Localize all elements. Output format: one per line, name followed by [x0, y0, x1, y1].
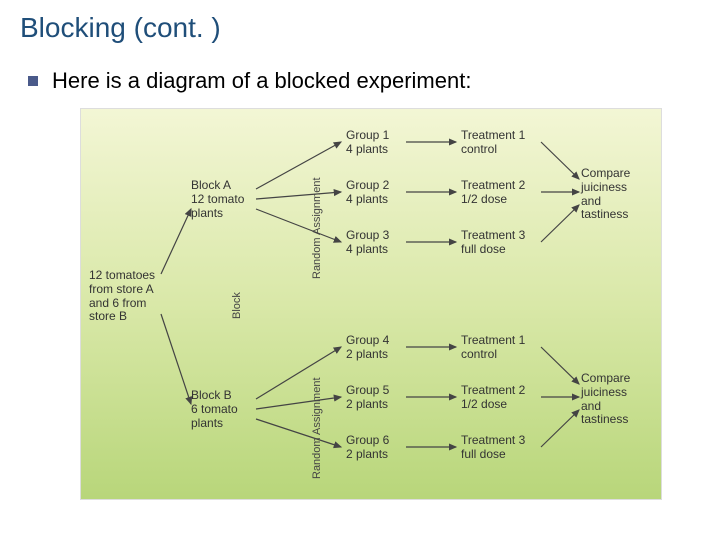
diagram-node-t3b: Treatment 3 full dose: [461, 434, 525, 462]
diagram-node-blockA: Block A 12 tomato plants: [191, 179, 244, 220]
diagram-node-blockB: Block B 6 tomato plants: [191, 389, 238, 430]
diagram-node-compA: Compare juiciness and tastiness: [581, 167, 630, 222]
arrow-line: [161, 314, 191, 404]
arrow-line: [256, 142, 341, 189]
slide-title: Blocking (cont. ): [20, 12, 221, 44]
diagram-node-t1b: Treatment 1 control: [461, 334, 525, 362]
diagram-node-compB: Compare juiciness and tastiness: [581, 372, 630, 427]
diagram-node-g2: Group 2 4 plants: [346, 179, 389, 207]
arrow-line: [161, 209, 191, 274]
diagram-node-t2a: Treatment 2 1/2 dose: [461, 179, 525, 207]
bullet-text: Here is a diagram of a blocked experimen…: [52, 68, 471, 94]
vertical-label: Block: [231, 292, 243, 319]
diagram-node-source: 12 tomatoes from store A and 6 from stor…: [89, 269, 155, 324]
diagram-node-t3a: Treatment 3 full dose: [461, 229, 525, 257]
arrow-line: [256, 347, 341, 399]
bullet-row: Here is a diagram of a blocked experimen…: [28, 68, 471, 94]
arrow-line: [541, 142, 579, 179]
diagram-node-g3: Group 3 4 plants: [346, 229, 389, 257]
vertical-label: Random Assignment: [311, 178, 323, 280]
diagram-node-t2b: Treatment 2 1/2 dose: [461, 384, 525, 412]
diagram-node-t1a: Treatment 1 control: [461, 129, 525, 157]
arrow-line: [541, 205, 579, 242]
experiment-diagram: Block Random Assignment Random Assignment 1…: [80, 108, 662, 500]
arrow-line: [256, 397, 341, 409]
arrow-line: [541, 410, 579, 447]
diagram-node-g6: Group 6 2 plants: [346, 434, 389, 462]
arrow-line: [541, 347, 579, 384]
bullet-square-icon: [28, 76, 38, 86]
diagram-node-g4: Group 4 2 plants: [346, 334, 389, 362]
diagram-node-g5: Group 5 2 plants: [346, 384, 389, 412]
arrow-line: [256, 192, 341, 199]
arrow-line: [256, 419, 341, 447]
vertical-label: Random Assignment: [311, 378, 323, 480]
arrow-line: [256, 209, 341, 242]
diagram-node-g1: Group 1 4 plants: [346, 129, 389, 157]
slide: Blocking (cont. ) Here is a diagram of a…: [0, 0, 720, 540]
